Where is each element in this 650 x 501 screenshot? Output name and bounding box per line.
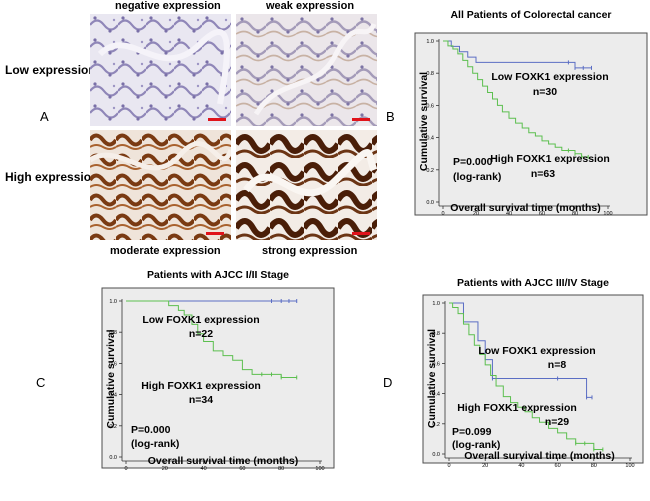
high-foxk1-curve [126,300,297,378]
ihc-image-strong [236,130,377,240]
row-label-low: Low expression [5,63,96,77]
p-value: P=0.099 [452,426,492,438]
low-series-n: n=30 [533,86,557,98]
x-tick-label: 40 [201,466,207,472]
chart-title: All Patients of Colorectal cancer [450,9,611,21]
x-tick-label: 0 [124,466,127,472]
test-name: (log-rank) [453,171,501,183]
plot-area [414,32,648,216]
bottom-title-strong: strong expression [262,245,358,257]
x-tick-label: 100 [603,211,612,217]
y-tick-label: 0.2 [432,422,440,428]
y-tick-label: 0.0 [426,200,434,206]
x-tick-label: 80 [591,463,597,469]
x-tick-label: 20 [162,466,168,472]
y-tick-label: 0.6 [426,103,434,109]
y-tick-label: 1.0 [109,299,117,305]
y-tick-label: 0.8 [426,71,434,77]
x-tick-label: 60 [239,466,245,472]
survival-chart-b: All Patients of Colorectal cancer 0 20 40 60… [414,9,648,217]
x-tick-label: 0 [447,463,450,469]
high-series-n: n=34 [189,394,213,406]
y-tick-label: 0.6 [109,361,117,367]
chart-title: Patients with AJCC I/II Stage [147,269,289,281]
ihc-image-weak [236,14,377,126]
panel-letter-c: C [36,375,46,390]
chart-title: Patients with AJCC III/IV Stage [457,277,609,289]
low-series-n: n=8 [548,359,567,371]
x-tick-label: 100 [315,466,324,472]
low-foxk1-curve [443,40,592,69]
p-value: P=0.000 [131,424,171,436]
ihc-image-negative [90,14,231,126]
ihc-image-moderate [90,130,231,240]
y-tick-label: 0.6 [432,361,440,367]
col-title-weak: weak expression [266,0,355,12]
low-foxk1-curve [449,302,592,398]
low-series-label: Low FOXK1 expression [142,314,259,326]
row-label-high: High expression [5,170,99,184]
col-title-negative: negative expression [115,0,221,12]
high-series-n: n=63 [531,168,555,180]
high-series-label: High FOXK1 expression [141,380,261,392]
scale-bar [206,232,224,235]
y-tick-label: 1.0 [426,39,434,45]
panel-letter-d: D [383,375,393,390]
scale-bar [208,118,226,121]
survival-chart-d: Patients with AJCC III/IV Stage 0 20 40 60 80… [422,277,644,469]
high-series-label: High FOXK1 expression [490,153,610,165]
survival-chart-c: Patients with AJCC I/II Stage 0 20 40 60 80 10… [101,269,335,472]
y-tick-label: 0.0 [432,452,440,458]
x-tick-label: 100 [625,463,634,469]
y-axis-label: Cumulative survival [418,72,430,171]
high-series-label: High FOXK1 expression [457,402,577,414]
high-series-n: n=29 [545,416,569,428]
y-tick-label: 0.4 [109,393,117,399]
bottom-title-moderate: moderate expression [110,245,221,257]
y-tick-label: 0.8 [109,330,117,336]
y-tick-label: 0.4 [432,392,440,398]
panel-letter-b: B [386,109,395,124]
high-foxk1-curve [443,40,589,158]
x-tick-label: 40 [518,463,524,469]
high-foxk1-curve [449,302,603,450]
x-axis-label: Overall survival time (months) [450,202,601,214]
x-tick-label: 40 [506,211,512,217]
x-tick-label: 20 [482,463,488,469]
plot-area [101,287,335,469]
test-name: (log-rank) [452,439,500,451]
x-tick-label: 60 [555,463,561,469]
y-axis-label: Cumulative survival [426,329,438,428]
x-axis-label: Overall survival time (months) [464,450,615,462]
x-axis-label: Overall survival time (months) [148,455,299,467]
y-tick-label: 0.0 [109,455,117,461]
low-series-label: Low FOXK1 expression [478,345,595,357]
y-tick-label: 0.2 [426,168,434,174]
y-tick-label: 0.4 [426,136,434,142]
scale-bar [352,232,370,235]
y-axis-label: Cumulative survival [105,329,117,428]
low-series-label: Low FOXK1 expression [491,71,608,83]
scale-bar [352,118,370,121]
low-series-n: n=22 [189,328,213,340]
x-tick-label: 20 [473,211,479,217]
x-tick-label: 0 [441,211,444,217]
test-name: (log-rank) [131,438,179,450]
x-tick-label: 60 [539,211,545,217]
y-tick-label: 0.2 [109,424,117,430]
p-value: P=0.000 [453,156,493,168]
x-tick-label: 80 [278,466,284,472]
x-tick-label: 80 [572,211,578,217]
y-tick-label: 1.0 [432,301,440,307]
panel-letter-a: A [40,109,49,124]
y-tick-label: 0.8 [432,331,440,337]
